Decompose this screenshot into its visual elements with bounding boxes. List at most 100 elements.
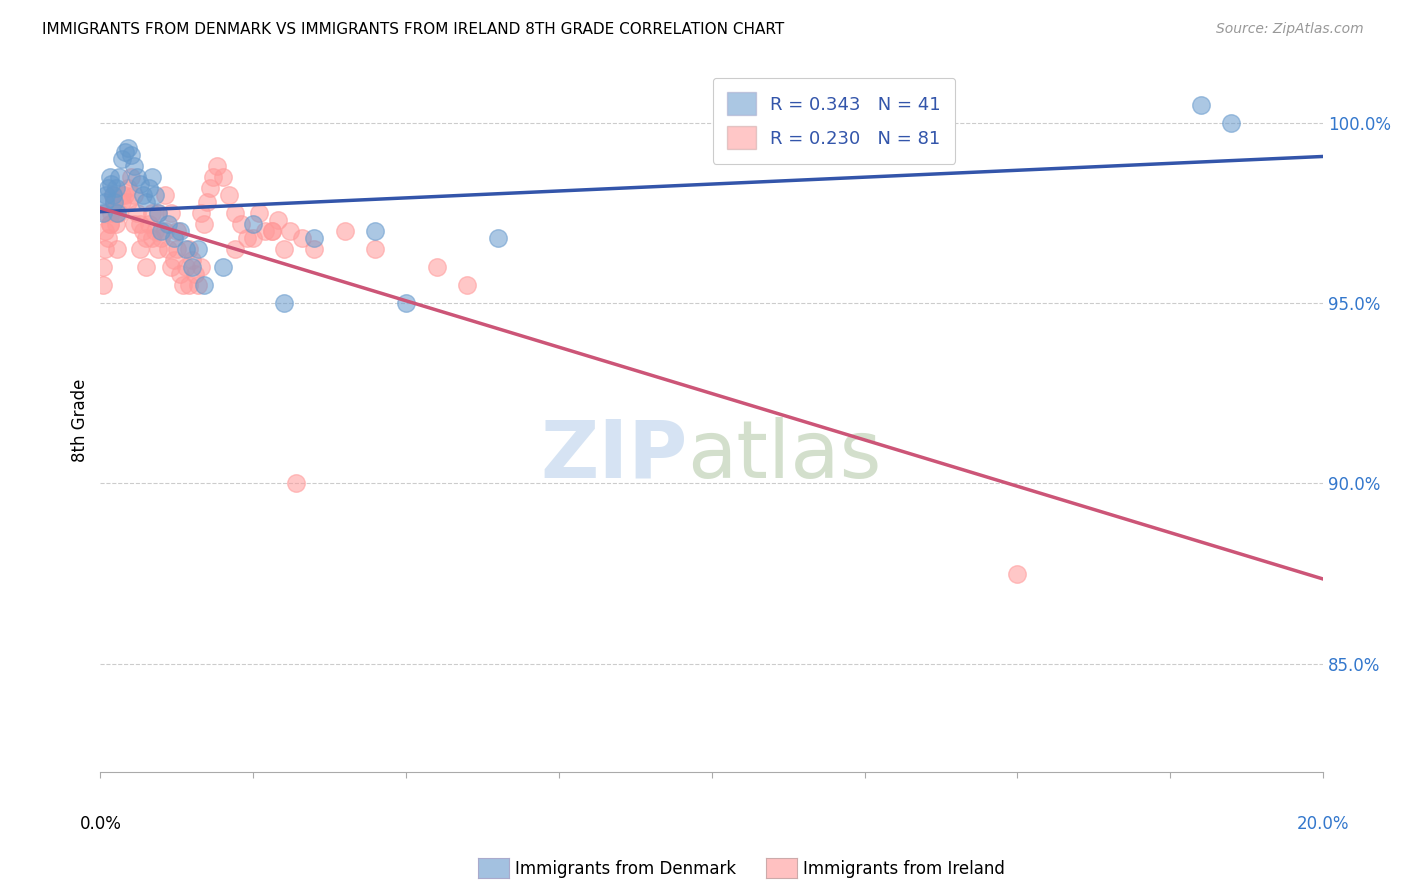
- Point: [141, 231, 163, 245]
- Point: [135, 231, 157, 245]
- Text: Source: ZipAtlas.com: Source: ZipAtlas.com: [1216, 22, 1364, 37]
- Point: [273, 242, 295, 256]
- Point: [97, 180, 120, 194]
- Point: [104, 180, 127, 194]
- Point: [174, 242, 197, 256]
- Point: [117, 141, 139, 155]
- Point: [166, 224, 188, 238]
- Point: [153, 224, 176, 238]
- Point: [117, 180, 139, 194]
- Point: [174, 260, 197, 274]
- Point: [148, 206, 170, 220]
- Point: [169, 224, 191, 238]
- Point: [166, 242, 188, 256]
- Point: [135, 260, 157, 274]
- Text: Immigrants from Ireland: Immigrants from Ireland: [803, 860, 1005, 878]
- Point: [242, 217, 264, 231]
- Text: ZIP: ZIP: [540, 417, 688, 494]
- Point: [181, 260, 204, 274]
- Point: [163, 231, 186, 245]
- Point: [291, 231, 314, 245]
- Point: [129, 217, 152, 231]
- Point: [187, 242, 209, 256]
- Point: [304, 242, 326, 256]
- Point: [103, 194, 125, 209]
- Point: [114, 187, 136, 202]
- Point: [104, 217, 127, 231]
- Point: [94, 224, 117, 238]
- Text: 0.0%: 0.0%: [79, 815, 121, 833]
- Point: [97, 231, 120, 245]
- Point: [364, 224, 387, 238]
- Point: [190, 206, 212, 220]
- Point: [132, 187, 155, 202]
- Point: [129, 242, 152, 256]
- Text: IMMIGRANTS FROM DENMARK VS IMMIGRANTS FROM IRELAND 8TH GRADE CORRELATION CHART: IMMIGRANTS FROM DENMARK VS IMMIGRANTS FR…: [42, 22, 785, 37]
- Legend: R = 0.343   N = 41, R = 0.230   N = 81: R = 0.343 N = 41, R = 0.230 N = 81: [713, 78, 956, 163]
- Point: [159, 260, 181, 274]
- Point: [135, 194, 157, 209]
- Point: [107, 206, 129, 220]
- Point: [125, 169, 148, 184]
- Point: [107, 242, 129, 256]
- Point: [114, 145, 136, 159]
- Point: [266, 213, 288, 227]
- Point: [122, 187, 145, 202]
- Point: [193, 278, 215, 293]
- Text: 20.0%: 20.0%: [1296, 815, 1350, 833]
- Point: [187, 278, 209, 293]
- Point: [200, 180, 222, 194]
- Point: [120, 169, 142, 184]
- Point: [254, 224, 277, 238]
- Point: [247, 206, 270, 220]
- Point: [304, 231, 326, 245]
- Point: [260, 224, 283, 238]
- Point: [202, 169, 225, 184]
- Point: [150, 224, 173, 238]
- Point: [236, 231, 259, 245]
- Point: [181, 252, 204, 267]
- Point: [177, 278, 200, 293]
- Point: [163, 252, 186, 267]
- Point: [426, 260, 449, 274]
- Point: [107, 169, 129, 184]
- Point: [260, 224, 283, 238]
- Point: [111, 152, 134, 166]
- Point: [129, 177, 152, 191]
- Point: [132, 224, 155, 238]
- Point: [138, 180, 160, 194]
- Point: [224, 206, 246, 220]
- Point: [195, 194, 218, 209]
- Point: [211, 260, 233, 274]
- Point: [103, 194, 125, 209]
- Point: [148, 242, 170, 256]
- Point: [211, 169, 233, 184]
- Point: [333, 224, 356, 238]
- Point: [122, 159, 145, 173]
- Point: [285, 476, 308, 491]
- Point: [93, 260, 115, 274]
- Point: [156, 217, 179, 231]
- Point: [145, 224, 167, 238]
- Point: [138, 217, 160, 231]
- Y-axis label: 8th Grade: 8th Grade: [72, 378, 89, 462]
- Point: [141, 169, 163, 184]
- Point: [224, 242, 246, 256]
- Point: [1007, 566, 1029, 581]
- Point: [153, 187, 176, 202]
- Point: [117, 194, 139, 209]
- Point: [93, 206, 115, 220]
- Point: [278, 224, 301, 238]
- Point: [145, 187, 167, 202]
- Point: [364, 242, 387, 256]
- Point: [98, 217, 121, 231]
- Point: [100, 206, 122, 220]
- Point: [205, 159, 228, 173]
- Point: [141, 206, 163, 220]
- Point: [111, 194, 134, 209]
- Point: [184, 267, 207, 281]
- Point: [101, 187, 124, 202]
- Point: [1189, 97, 1212, 112]
- Point: [218, 187, 240, 202]
- Point: [94, 194, 117, 209]
